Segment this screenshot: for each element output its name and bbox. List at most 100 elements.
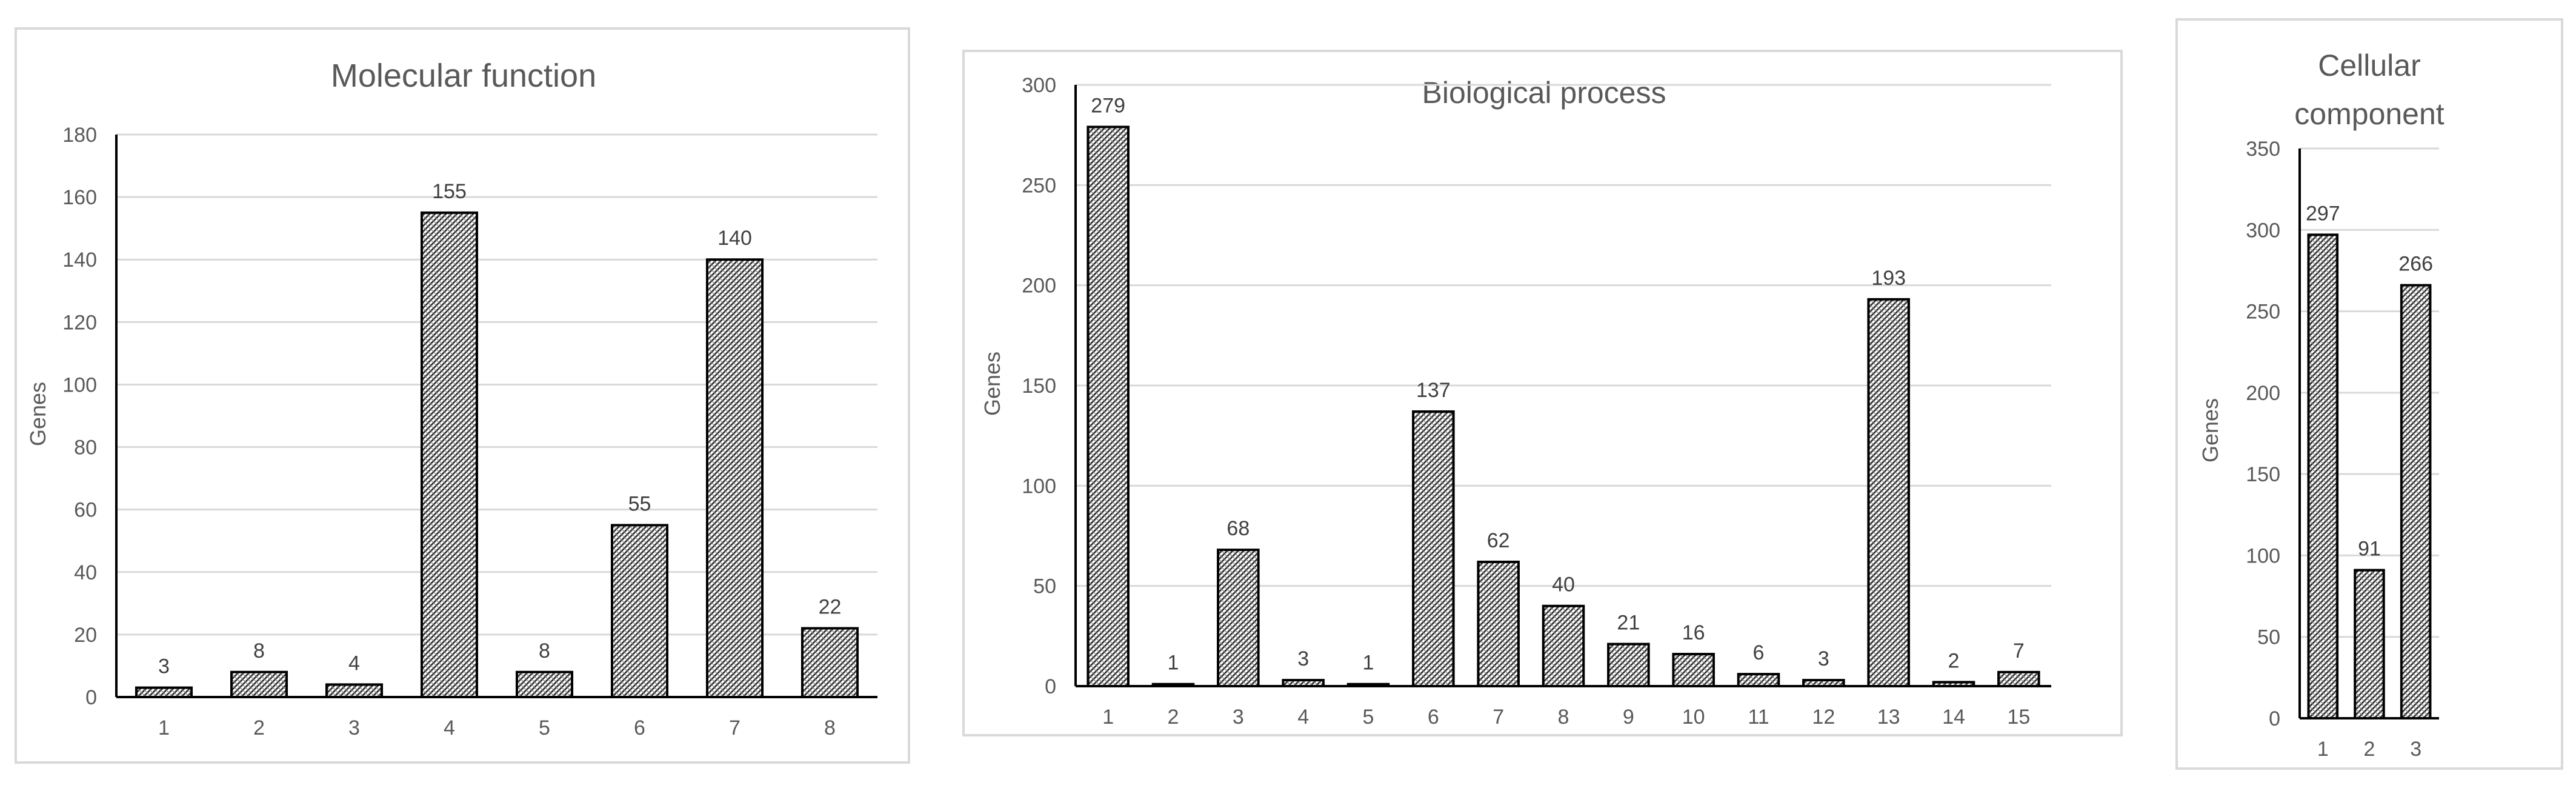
data-label: 91 <box>2358 538 2381 561</box>
cellular-component-chart: Cellular component Genes 297 91 266 1 2 3 0 50 1… <box>2198 48 2445 761</box>
y-tick-label: 140 <box>62 249 97 272</box>
x-tick-label: 8 <box>824 716 836 739</box>
x-tick-label: 4 <box>1297 706 1309 729</box>
data-label: 6 <box>1753 641 1765 664</box>
bar <box>420 211 479 698</box>
x-tick-label: 15 <box>2007 706 2030 729</box>
data-label: 4 <box>348 652 360 675</box>
x-tick-label: 3 <box>2410 738 2421 761</box>
x-tick-label: 9 <box>1623 706 1634 729</box>
x-tick-label: 1 <box>158 716 170 739</box>
data-label: 55 <box>628 492 651 515</box>
x-tick-label: 11 <box>1748 706 1769 729</box>
y-tick-label: 150 <box>1022 375 1056 398</box>
bar <box>2354 569 2385 719</box>
x-tick-label: 3 <box>348 716 360 739</box>
data-label: 40 <box>1552 573 1575 596</box>
x-tick-label: 1 <box>1102 706 1114 729</box>
data-label: 297 <box>2306 202 2340 225</box>
y-tick-label: 350 <box>2246 138 2280 161</box>
bar <box>2400 284 2432 720</box>
x-tick-label: 4 <box>444 716 455 739</box>
x-tick-label: 7 <box>729 716 741 739</box>
y-tick-label: 0 <box>85 686 97 709</box>
x-tick-label: 10 <box>1682 706 1705 729</box>
data-label: 8 <box>253 639 265 663</box>
data-label: 137 <box>1416 379 1451 402</box>
chart-title: Biological process <box>1422 76 1666 110</box>
data-label: 1 <box>1168 652 1179 675</box>
x-tick-label: 2 <box>2364 738 2375 761</box>
bar <box>1542 604 1585 687</box>
bar <box>230 670 288 699</box>
bar <box>515 670 574 699</box>
bar <box>705 258 764 698</box>
bar <box>135 686 193 698</box>
y-tick-label: 0 <box>1045 675 1056 698</box>
y-tick-label: 200 <box>1022 275 1056 298</box>
y-tick-label: 50 <box>2257 626 2280 649</box>
chart-title-line-1: Cellular <box>2318 48 2421 82</box>
y-tick-label: 120 <box>62 311 97 334</box>
x-tick-label: 6 <box>634 716 645 739</box>
x-tick-label: 6 <box>1428 706 1439 729</box>
y-tick-label: 250 <box>1022 174 1056 197</box>
y-tick-label: 300 <box>1022 74 1056 97</box>
x-tick-label: 8 <box>1558 706 1569 729</box>
data-label: 7 <box>2013 639 2025 663</box>
y-tick-label: 100 <box>2246 544 2280 567</box>
cellular-component-chart-panel <box>2175 18 2563 770</box>
bar <box>1087 125 1130 687</box>
y-tick-label: 100 <box>62 373 97 396</box>
y-axis-label: Genes <box>2198 398 2223 462</box>
chart-title: Molecular function <box>331 58 596 94</box>
bar <box>2307 233 2339 720</box>
x-tick-label: 2 <box>253 716 265 739</box>
data-label: 8 <box>539 639 550 663</box>
data-label: 3 <box>158 655 170 678</box>
data-label: 68 <box>1226 517 1250 540</box>
y-tick-label: 50 <box>1033 575 1056 598</box>
bar <box>610 524 669 698</box>
data-label: 16 <box>1682 621 1705 644</box>
bar <box>1737 673 1780 688</box>
x-tick-label: 7 <box>1493 706 1504 729</box>
data-label: 140 <box>717 227 752 250</box>
bar <box>1412 410 1455 688</box>
y-tick-label: 80 <box>74 436 97 459</box>
x-tick-label: 1 <box>2317 738 2329 761</box>
bar <box>1477 560 1520 688</box>
y-tick-label: 250 <box>2246 301 2280 324</box>
y-tick-label: 160 <box>62 186 97 209</box>
y-tick-label: 20 <box>74 624 97 647</box>
data-label: 3 <box>1818 647 1829 670</box>
x-tick-label: 5 <box>1363 706 1374 729</box>
x-tick-label: 12 <box>1812 706 1835 729</box>
y-axis-label: Genes <box>25 382 50 446</box>
y-tick-label: 0 <box>2269 707 2280 730</box>
bar <box>1997 670 2040 688</box>
data-label: 2 <box>1948 649 1960 672</box>
bar <box>1672 653 1715 688</box>
y-tick-label: 200 <box>2246 382 2280 405</box>
y-tick-label: 300 <box>2246 219 2280 242</box>
x-tick-label: 13 <box>1877 706 1900 729</box>
bar <box>800 627 859 698</box>
data-label: 1 <box>1363 652 1374 675</box>
data-label: 279 <box>1091 94 1125 117</box>
data-label: 193 <box>1871 267 1906 290</box>
y-tick-label: 60 <box>74 499 97 522</box>
x-tick-label: 5 <box>539 716 550 739</box>
bar <box>1217 549 1260 687</box>
data-label: 22 <box>819 596 842 619</box>
data-label: 62 <box>1487 529 1510 552</box>
data-label: 3 <box>1297 647 1309 670</box>
x-tick-label: 2 <box>1168 706 1179 729</box>
bar <box>325 683 384 699</box>
molecular-function-chart: Molecular function Genes 384155855140221… <box>25 58 877 739</box>
data-label: 266 <box>2398 253 2433 276</box>
bar <box>1867 298 1910 687</box>
data-label: 21 <box>1617 612 1640 635</box>
